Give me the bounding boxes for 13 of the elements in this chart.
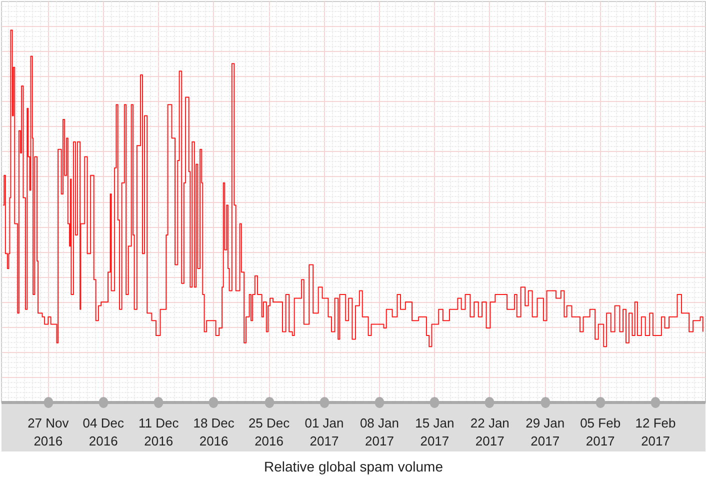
x-tick-label: 29 Jan 2017: [526, 416, 565, 448]
x-tick-label: 22 Jan 2017: [470, 416, 510, 448]
x-tick-label: 11 Dec 2016: [138, 416, 180, 448]
x-tick-label: 05 Feb 2017: [580, 416, 621, 448]
x-tick-label: 27 Nov 2016: [28, 416, 70, 448]
x-tick-label: 12 Feb 2017: [635, 416, 676, 448]
x-tick-label: 01 Jan 2017: [304, 416, 344, 448]
x-tick-label: 08 Jan 2017: [360, 416, 399, 448]
x-tick-label: 15 Jan 2017: [415, 416, 454, 448]
x-tick-label: 04 Dec 2016: [82, 416, 124, 448]
x-tick-label: 18 Dec 2016: [193, 416, 235, 448]
text: Relative global spam volume: [264, 458, 444, 474]
x-tick-label: 25 Dec 2016: [248, 416, 290, 448]
